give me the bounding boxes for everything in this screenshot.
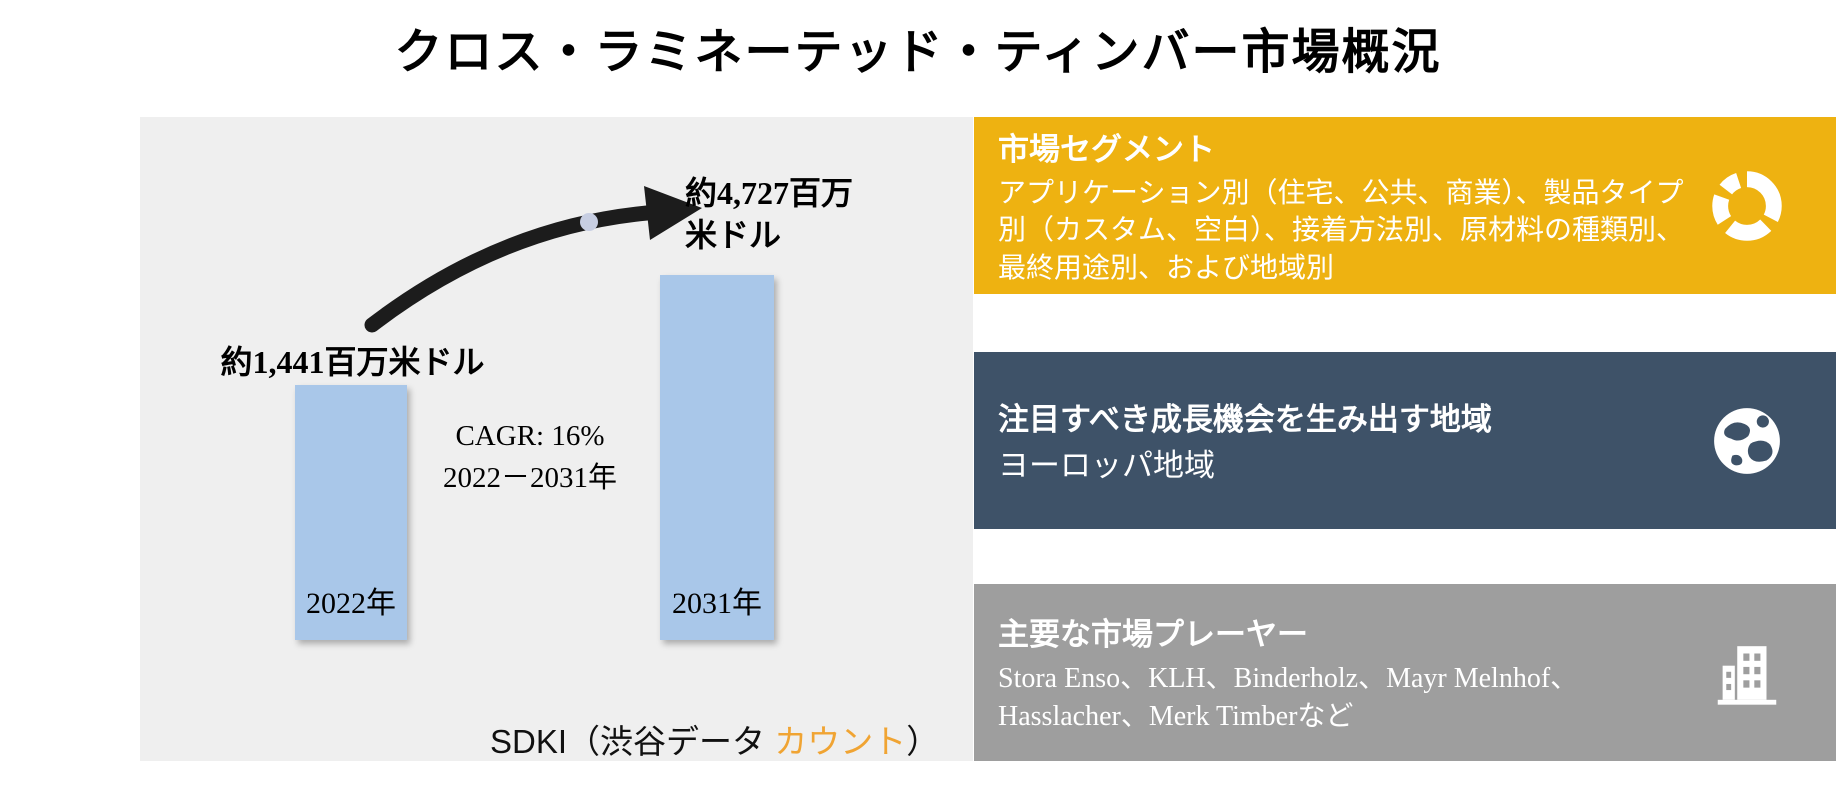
source-prefix: SDKI（渋谷データ xyxy=(490,723,775,760)
bar-2031: 2031年 xyxy=(660,275,774,640)
cagr-block: CAGR: 16% 2022－2031年 xyxy=(395,415,665,499)
growth-arrow-curve xyxy=(364,205,655,333)
page-title: クロス・ラミネーテッド・ティンバー市場概況 xyxy=(394,26,1442,79)
cagr-value: CAGR: 16% xyxy=(455,420,605,452)
bar-category-2031: 2031年 xyxy=(672,587,762,620)
panel-growth-region-text: 注目すべき成長機会を生み出す地域 ヨーロッパ地域 xyxy=(974,384,1708,497)
panel-market-segments-title: 市場セグメント xyxy=(998,131,1215,167)
panel-key-players-title: 主要な市場プレーヤー xyxy=(998,617,1308,653)
bar-category-2022: 2022年 xyxy=(306,587,396,620)
panel-market-segments-body: アプリケーション別（住宅、公共、商業）、製品タイプ別（カスタム、空白）、接着方法… xyxy=(998,177,1685,284)
panel-market-segments-text: 市場セグメント アプリケーション別（住宅、公共、商業）、製品タイプ別（カスタム、… xyxy=(974,114,1708,298)
bar-2022: 2022年 xyxy=(295,385,407,640)
donut-chart-icon xyxy=(1712,170,1782,241)
panel-key-players: 主要な市場プレーヤー Stora Enso、KLH、Binderholz、May… xyxy=(974,584,1836,761)
panel-market-segments: 市場セグメント アプリケーション別（住宅、公共、商業）、製品タイプ別（カスタム、… xyxy=(974,117,1836,294)
growth-arrow-dot-icon xyxy=(580,213,598,231)
panel-growth-region-body: ヨーロッパ地域 xyxy=(998,448,1215,484)
globe-icon xyxy=(1714,407,1780,474)
market-size-chart: 約1,441百万米ドル 約4,727百万米ドル 2022年 2031年 CAGR… xyxy=(140,117,973,761)
source-suffix: ） xyxy=(906,723,940,760)
panel-growth-region-title: 注目すべき成長機会を生み出す地域 xyxy=(998,402,1492,438)
growth-arrow-head-icon xyxy=(644,186,702,240)
panel-growth-region: 注目すべき成長機会を生み出す地域 ヨーロッパ地域 xyxy=(974,352,1836,529)
panel-key-players-text: 主要な市場プレーヤー Stora Enso、KLH、Binderholz、May… xyxy=(974,599,1708,745)
source-attribution: SDKI（渋谷データ カウント） xyxy=(490,715,939,763)
building-icon xyxy=(1717,645,1777,705)
growth-arrow xyxy=(364,186,702,333)
panel-key-players-body: Stora Enso、KLH、Binderholz、Mayr Melnhof、H… xyxy=(998,663,1579,732)
cagr-period: 2022－2031年 xyxy=(442,462,617,495)
source-highlight: カウント xyxy=(774,723,907,760)
bar-value-label-2031: 約4,727百万米ドル xyxy=(685,175,854,253)
bar-value-label-2022: 約1,441百万米ドル xyxy=(220,344,485,380)
